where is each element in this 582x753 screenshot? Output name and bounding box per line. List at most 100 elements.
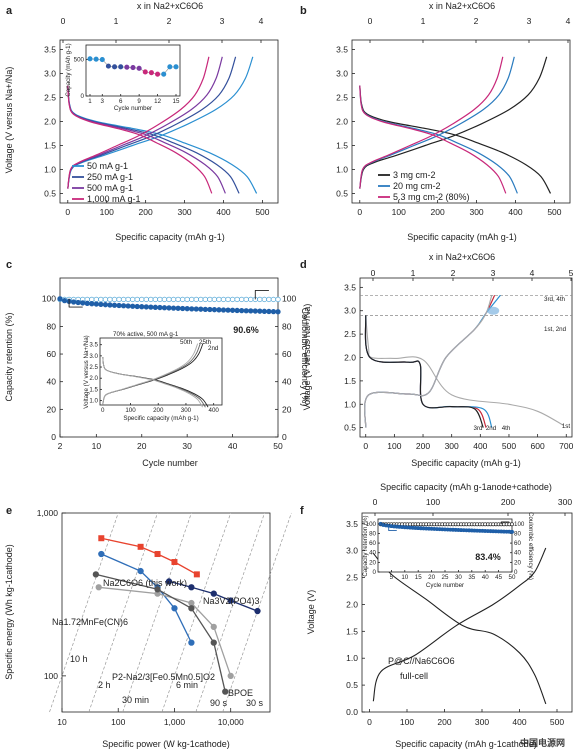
time-line-e [195, 512, 265, 713]
ce-point-c [248, 296, 254, 303]
ce-point-c [211, 296, 218, 303]
retention-point-c [166, 305, 172, 311]
ce-point-c [143, 296, 149, 303]
top-tick-d: 4 [530, 268, 535, 278]
retention-point-c [252, 308, 258, 314]
data-point-e [227, 672, 234, 680]
arrow-right-c [254, 289, 269, 300]
ce-point-c [107, 296, 113, 303]
x-tick-f: 300 [475, 717, 489, 727]
y-axis-label-a: Voltage (V versus Na+/Na) [4, 67, 14, 174]
ce-point-c [202, 296, 208, 303]
x-tick-b: 200 [431, 207, 445, 217]
x-tick-a: 300 [177, 207, 191, 217]
x-tick-f: 200 [437, 717, 451, 727]
ce-point-c [257, 296, 263, 303]
inset-point-a [173, 64, 179, 70]
curve-charge-d [364, 295, 493, 428]
highlight-ellipse-d [487, 306, 500, 315]
legend-label-a: 50 mA g-1 [87, 161, 128, 171]
retention-point-c [229, 307, 236, 313]
inset-x-tick-f: 5 [390, 574, 394, 581]
y-tick-b: 0.5 [336, 188, 348, 198]
y-tick-c-left: 80 [47, 321, 57, 331]
inset-y-tick-a: 0 [81, 93, 85, 100]
retention-point-c [93, 301, 99, 307]
y-tick-b: 2.0 [336, 117, 348, 127]
top-tick-b: 3 [527, 16, 532, 26]
inset-point-a [87, 56, 93, 62]
retention-point-c [179, 305, 186, 312]
data-point-e [188, 584, 195, 591]
data-point-e [165, 578, 173, 585]
retention-point-c [84, 300, 90, 306]
ce-point-c [125, 296, 131, 303]
charge-curve-a [67, 56, 210, 189]
inset-x-tick-f: 30 [455, 574, 462, 581]
inset-y-tick-f: 100 [366, 521, 377, 528]
ce-point-c [89, 296, 95, 303]
y-tick-a: 1.0 [44, 164, 56, 174]
inset-frame-a [85, 44, 181, 97]
cell-label-full-f: full-cell [400, 671, 428, 681]
y-tick-a: 2.0 [44, 117, 56, 127]
retention-point-c [211, 307, 218, 313]
inset-x-tick-f: 25 [442, 574, 449, 581]
y-tick-d: 2.5 [344, 329, 356, 339]
data-point-e [210, 623, 217, 630]
x-tick-f: 400 [512, 717, 526, 727]
inset-y-tick-f: 60 [369, 540, 376, 547]
time-label-e: 30 s [246, 698, 264, 708]
data-point-e [98, 550, 105, 558]
top-axis-label-d: x in Na2+xC6O6 [429, 252, 495, 262]
time-label-e: 30 min [122, 695, 149, 705]
plot-frame-e [61, 512, 271, 713]
inset-x-tick-c: 300 [181, 407, 192, 414]
retention-point-c [107, 302, 113, 308]
inset-charge-c [102, 343, 199, 406]
retention-point-c [130, 303, 136, 309]
plot-frame-f [361, 512, 573, 713]
y-tick-f: 3.5 [346, 519, 358, 529]
top-tick-d: 2 [451, 268, 456, 278]
ce-point-c [98, 296, 104, 303]
ce-point-c [170, 296, 177, 303]
data-point-e [98, 535, 105, 542]
inset-x-tick-f: 20 [428, 574, 435, 581]
x-tick-c: 20 [137, 441, 147, 451]
retention-point-c [216, 307, 222, 313]
retention-point-c [220, 307, 227, 313]
retention-point-c [143, 304, 149, 310]
retention-point-c [161, 305, 168, 311]
y-tick-d: 3.0 [344, 306, 356, 316]
series-line-e [101, 553, 192, 643]
label-4th: 4th [502, 425, 511, 432]
y-axis-label-d: Voltage (V versus Na+/Na) [302, 304, 312, 411]
y-tick-c-left: 100 [42, 294, 56, 304]
top-tick-f: 300 [558, 497, 572, 507]
retention-point-c [125, 303, 131, 309]
top-tick-b: 2 [474, 16, 479, 26]
y-tick-c-left: 20 [47, 404, 57, 414]
y-tick-f: 3.0 [346, 546, 358, 556]
inset-x-label-a: Cycle number [114, 105, 152, 112]
y-axis-label-e: Specific energy (Wh kg-1cathode) [4, 544, 14, 680]
retention-point-c [75, 299, 81, 306]
inset-y-tick-f-right: 20 [514, 559, 521, 566]
ce-point-c [234, 296, 240, 303]
x-tick-e: 10,000 [218, 717, 244, 727]
x-tick-f: 500 [550, 717, 564, 727]
panel-letter-b: b [300, 5, 307, 17]
inset-charge-c [102, 343, 201, 406]
inset-y-tick-f-right: 100 [514, 521, 525, 528]
inset-annotation-f: 83.4% [475, 552, 501, 562]
discharge-curve-b [359, 85, 518, 194]
retention-point-c [139, 304, 145, 310]
ce-point-c [93, 296, 99, 303]
full-cell-charge-f [372, 547, 547, 702]
inset-y-tick-c: 3.0 [89, 353, 98, 360]
data-point-e [171, 559, 178, 566]
inset-x-tick-f: 40 [482, 574, 489, 581]
inset-x-tick-f: 15 [415, 574, 422, 581]
data-point-e [137, 543, 144, 550]
